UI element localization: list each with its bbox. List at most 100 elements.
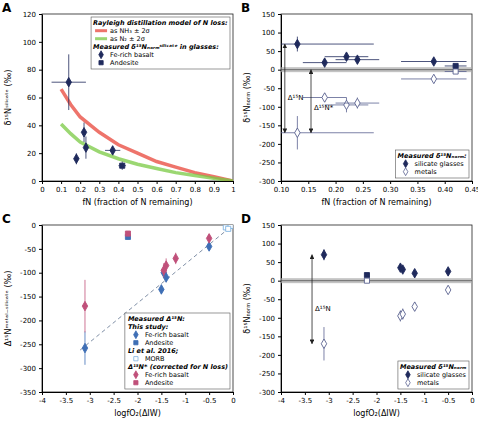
- tick-label: -100: [259, 315, 275, 323]
- point: [400, 309, 405, 318]
- tick-label: 0.10: [274, 186, 290, 194]
- tick: -2: [135, 392, 142, 405]
- legend-box: [125, 313, 230, 389]
- tick-label: -1: [182, 397, 189, 405]
- tick-mark: [39, 42, 42, 43]
- tick-mark: [417, 181, 418, 184]
- legend-heading: Rayleigh distillation model of N loss:: [93, 19, 228, 27]
- tick-label: 0.35: [410, 186, 426, 194]
- tick-label: -250: [259, 159, 275, 167]
- tick-label: -100: [259, 104, 275, 112]
- y-axis-line: [42, 15, 43, 182]
- tick-mark: [278, 355, 281, 356]
- legend-heading: Measured Δ¹⁵N:: [128, 315, 185, 323]
- y-axis-title: Δ¹⁵Nᵐᵉᵗᵃˡ⁻ˢⁱˡⁱᶜᵃᵗᵉ (‰): [4, 271, 13, 347]
- x-axis: 00.10.20.30.40.50.60.70.80.91: [40, 181, 235, 194]
- tick: 50: [266, 259, 281, 267]
- tick: -2: [374, 392, 381, 405]
- tick-mark: [39, 368, 42, 369]
- tick: -50: [264, 296, 281, 304]
- tick: 150: [262, 11, 281, 19]
- tick-mark: [209, 392, 210, 395]
- point: [453, 63, 458, 68]
- tick: -200: [259, 141, 281, 149]
- annotation-label: Δ¹⁵N*: [314, 104, 334, 112]
- tick: -4: [39, 392, 47, 405]
- tick: -2.5: [107, 392, 121, 405]
- tick-mark: [90, 392, 91, 395]
- tick-mark: [39, 125, 42, 126]
- point: [295, 39, 300, 48]
- legend-box: [398, 361, 469, 389]
- y-axis-line: [281, 226, 282, 393]
- tick-mark: [278, 281, 281, 282]
- tick-label: -1.5: [394, 397, 408, 405]
- legend-label: Andesite: [145, 379, 173, 387]
- point: [453, 69, 458, 74]
- annotation-label: Δ¹⁵N: [288, 94, 304, 102]
- tick-mark: [353, 392, 354, 395]
- tick-label: 0: [32, 178, 36, 186]
- tick-label: 0.7: [171, 186, 182, 194]
- tick: 0.15: [301, 181, 317, 194]
- point: [431, 57, 436, 66]
- tick-label: 0.40: [437, 186, 453, 194]
- tick: 0.40: [437, 181, 453, 194]
- tick-mark: [114, 392, 115, 395]
- y-axis-title: δ¹⁵Nˢⁱˡⁱᶜᵃᵗᵉ (‰): [4, 70, 13, 126]
- tick-label: 0.30: [383, 186, 399, 194]
- tick: 150: [262, 222, 281, 230]
- legend-label: as N₂ ± 2σ: [110, 35, 145, 43]
- legend-swatch: [403, 168, 408, 176]
- tick: -300: [259, 389, 281, 397]
- tick: 0.8: [190, 181, 201, 194]
- legend-heading: Measured δ¹⁵Nₙₒᵣₘˢⁱˡⁱᶜᵃᵗᵉ in glasses:: [93, 43, 219, 51]
- tick: -250: [20, 341, 42, 349]
- tick: 0: [32, 178, 42, 186]
- point: [344, 100, 349, 109]
- point: [82, 343, 87, 352]
- tick: 0.6: [152, 181, 164, 194]
- tick-mark: [400, 392, 401, 395]
- point: [321, 339, 326, 348]
- tick-label: -200: [259, 352, 275, 360]
- legend-label: Andesite: [110, 59, 138, 67]
- tick: 50: [266, 48, 281, 56]
- legend-swatch: [406, 371, 411, 379]
- tick-mark: [377, 392, 378, 395]
- tick-mark: [278, 51, 281, 52]
- tick-label: 0.8: [190, 186, 201, 194]
- tick-mark: [39, 70, 42, 71]
- legend-label: silicate glasses: [417, 371, 467, 379]
- tick-label: 50: [266, 259, 275, 267]
- point: [163, 261, 168, 270]
- legend-label: metals: [417, 379, 440, 387]
- tick-label: -150: [259, 333, 275, 341]
- legend-heading: Δ¹⁵N* (corrected for N loss): [127, 363, 228, 371]
- tick: -3: [87, 392, 94, 405]
- tick: 0.7: [171, 181, 182, 194]
- tick-label: 0.9: [209, 186, 220, 194]
- tick-mark: [278, 336, 281, 337]
- legend-swatch: [95, 37, 107, 40]
- reference-line: [281, 280, 472, 281]
- tick-label: 1: [231, 186, 235, 194]
- legend-swatch: [406, 379, 411, 387]
- tick-mark: [278, 392, 281, 393]
- tick-mark: [278, 244, 281, 245]
- series-line: [61, 89, 233, 181]
- legend-box: [91, 17, 230, 69]
- tick: 0.5: [132, 181, 143, 194]
- reference-band: [281, 278, 472, 283]
- tick: 0: [271, 277, 281, 285]
- tick-mark: [138, 392, 139, 395]
- tick-mark: [424, 392, 425, 395]
- tick: 0: [32, 222, 42, 230]
- panel: 00.10.20.30.40.50.60.70.80.9102040608010…: [2, 1, 236, 207]
- point: [226, 226, 231, 231]
- tick: -3: [326, 392, 333, 405]
- tick-label: -2: [135, 397, 142, 405]
- tick-label: -300: [259, 389, 275, 397]
- tick-mark: [161, 392, 162, 395]
- panel-label: C: [2, 212, 11, 226]
